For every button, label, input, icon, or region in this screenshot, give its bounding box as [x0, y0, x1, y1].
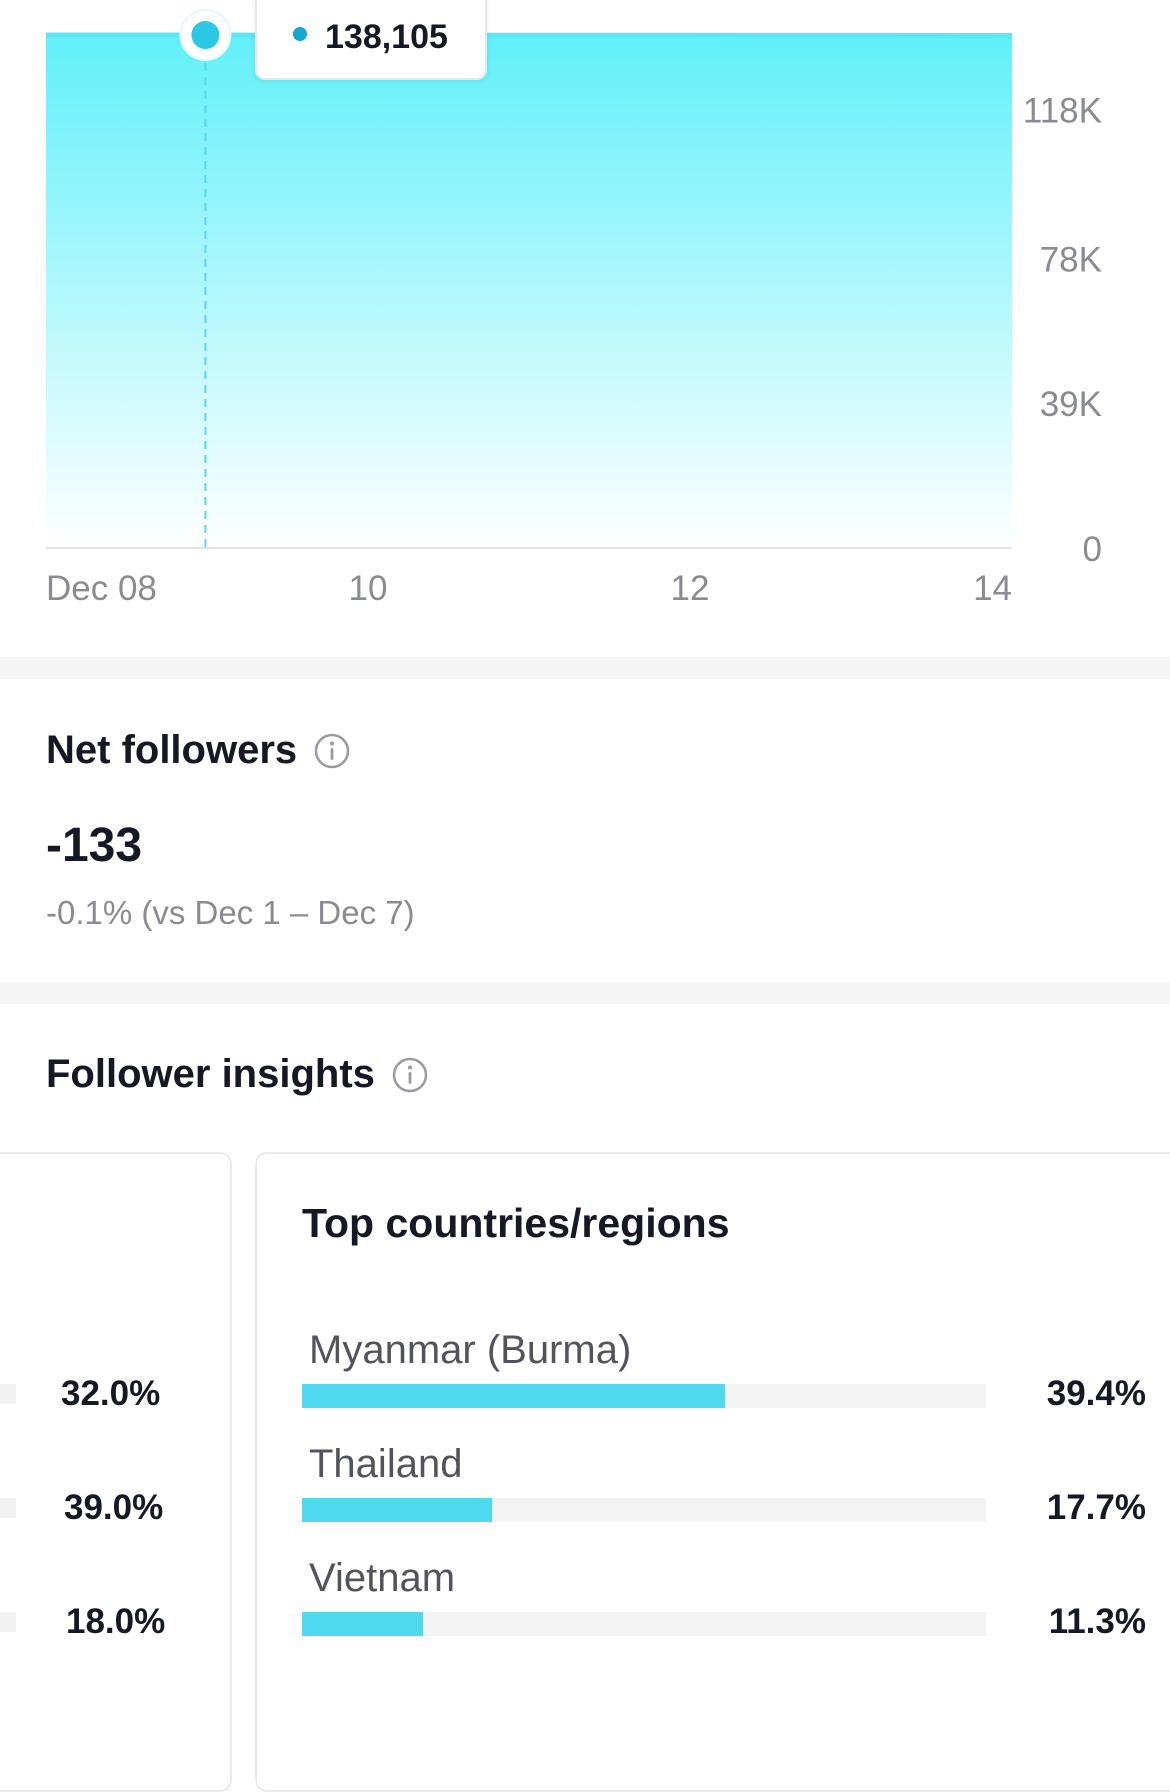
net-followers-value: -133	[46, 818, 142, 873]
country-name: Vietnam	[309, 1556, 455, 1601]
chart-y-ticks: 0 39K 78K 118K	[1023, 92, 1102, 569]
tooltip-value: 138,105	[325, 18, 448, 57]
section-divider	[0, 657, 1170, 679]
info-circle-icon[interactable]	[313, 732, 351, 770]
country-bar-fill	[302, 1612, 423, 1636]
country-bar-fill	[302, 1384, 725, 1408]
country-bar-track	[302, 1384, 986, 1408]
country-bar-track	[302, 1612, 986, 1636]
chart-x-ticks: Dec 08 10 12 14	[46, 569, 1012, 608]
left-card-percent: 32.0%	[61, 1374, 160, 1414]
net-followers-header: Net followers	[46, 728, 351, 773]
country-percent: 11.3%	[1049, 1602, 1146, 1642]
country-bar-track	[302, 1498, 986, 1522]
country-percent: 17.7%	[1047, 1488, 1146, 1528]
tooltip-series-dot	[293, 27, 307, 41]
country-bar-fill	[302, 1498, 492, 1522]
left-card-percent: 39.0%	[64, 1488, 163, 1528]
net-followers-change: -0.1% (vs Dec 1 – Dec 7)	[46, 894, 415, 932]
top-countries-title: Top countries/regions	[302, 1200, 730, 1247]
left-card-bar-stub	[0, 1612, 16, 1632]
follower-insights-title: Follower insights	[46, 1052, 375, 1097]
country-name: Myanmar (Burma)	[309, 1328, 631, 1373]
left-card-bar-stub	[0, 1384, 16, 1404]
insights-card-partial[interactable]	[0, 1152, 232, 1792]
chart-y-tick-label: 118K	[1023, 92, 1102, 131]
left-card-bar-stub	[0, 1498, 16, 1518]
country-percent: 39.4%	[1047, 1374, 1146, 1414]
chart-y-tick-label: 39K	[1040, 385, 1102, 424]
chart-tooltip: 138,105	[255, 0, 487, 80]
followers-area-chart[interactable]: 0 39K 78K 118K Dec 08 10 12 14	[0, 0, 1170, 640]
net-followers-title: Net followers	[46, 728, 297, 773]
country-name: Thailand	[309, 1442, 462, 1487]
chart-x-tick-label: 10	[349, 569, 388, 608]
follower-insights-header: Follower insights	[46, 1052, 429, 1097]
section-divider	[0, 982, 1170, 1004]
left-card-percent: 18.0%	[66, 1602, 165, 1642]
chart-x-tick-label: Dec 08	[46, 569, 157, 608]
chart-y-tick-label: 78K	[1040, 240, 1102, 279]
chart-y-tick-label: 0	[1083, 530, 1102, 569]
chart-x-tick-label: 12	[671, 569, 710, 608]
chart-x-tick-label: 14	[973, 569, 1012, 608]
chart-hover-dot-inner	[191, 21, 219, 49]
info-circle-icon[interactable]	[391, 1056, 429, 1094]
chart-area-fill	[46, 35, 1012, 548]
